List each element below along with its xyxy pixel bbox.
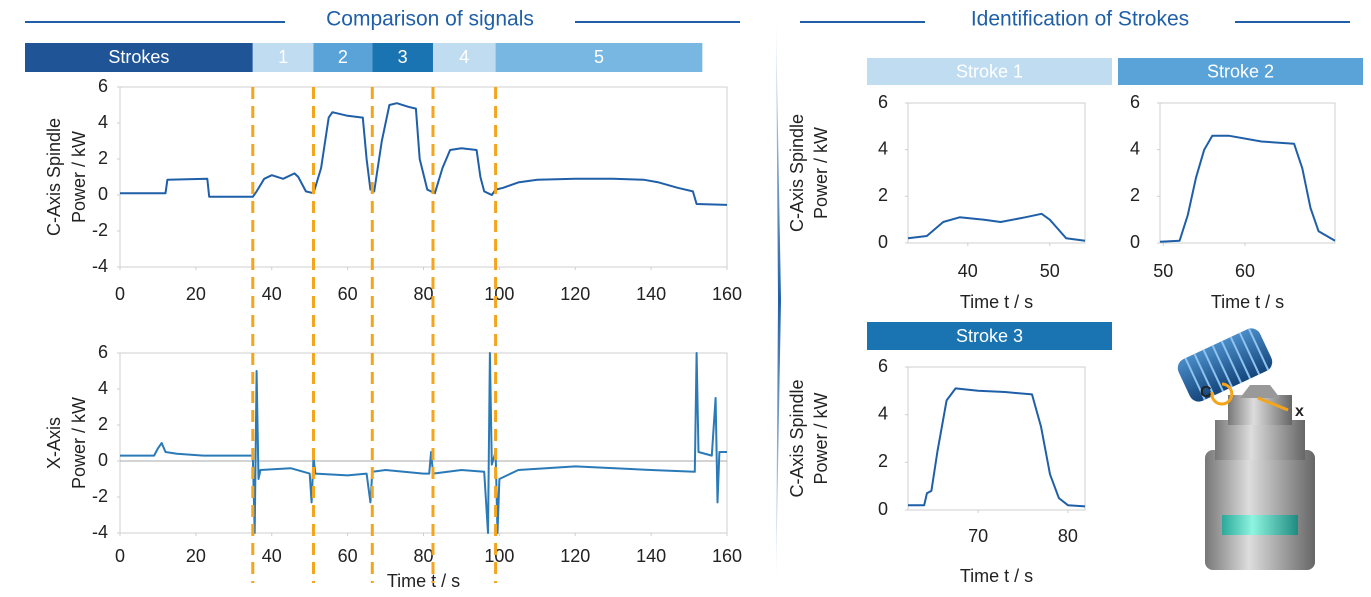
illustration-label: x xyxy=(1295,403,1304,420)
illustration-label: C xyxy=(1200,384,1212,401)
y-tick-label: 2 xyxy=(98,414,108,434)
x-axis-label: Time t / s xyxy=(387,571,460,591)
stroke-segment xyxy=(313,43,373,72)
heading: Identification of Strokes xyxy=(971,8,1189,31)
chart-title: Stroke 1 xyxy=(956,61,1023,81)
stroke-segment xyxy=(372,43,433,72)
x-tick-label: 70 xyxy=(968,526,988,546)
y-tick-label: 0 xyxy=(878,499,888,519)
y-tick-label: 4 xyxy=(878,138,888,158)
plot-frame xyxy=(907,102,1086,244)
stroke-segment-label: 1 xyxy=(278,47,288,67)
y-tick-label: 4 xyxy=(98,112,108,132)
separator xyxy=(776,20,781,580)
chart-title: Stroke 2 xyxy=(1207,61,1274,81)
y-tick-label: 6 xyxy=(878,92,888,112)
y-tick-label: 2 xyxy=(98,148,108,168)
y-tick-label: 4 xyxy=(878,403,888,423)
x-tick-label: 160 xyxy=(712,546,742,566)
x-tick-label: 20 xyxy=(186,546,206,566)
x-tick-label: 80 xyxy=(413,284,433,304)
x-tick-label: 160 xyxy=(712,284,742,304)
x-tick-label: 100 xyxy=(484,546,514,566)
x-tick-label: 40 xyxy=(958,261,978,281)
y-tick-label: 0 xyxy=(878,232,888,252)
x-tick-label: 60 xyxy=(338,284,358,304)
x-tick-label: 0 xyxy=(115,284,125,304)
y-axis-label: Power / kW xyxy=(811,392,831,484)
stroke-segment xyxy=(495,43,703,72)
signal-line xyxy=(1159,134,1336,243)
y-axis-label: X-Axis xyxy=(44,417,64,469)
x-tick-label: 40 xyxy=(262,284,282,304)
x-tick-label: 80 xyxy=(1058,526,1078,546)
y-tick-label: -2 xyxy=(92,486,108,506)
x-tick-label: 140 xyxy=(636,284,666,304)
stroke-segment-label: 4 xyxy=(459,47,469,67)
x-tick-label: 80 xyxy=(413,546,433,566)
stroke-bar-label-box xyxy=(25,43,253,72)
signal-line xyxy=(908,387,1086,508)
y-tick-label: -4 xyxy=(92,522,108,542)
y-tick-label: -4 xyxy=(92,256,108,276)
x-tick-label: 40 xyxy=(262,546,282,566)
stroke-segment-label: 3 xyxy=(398,47,408,67)
stroke-segment-label: 2 xyxy=(338,47,348,67)
x-tick-label: 60 xyxy=(1235,261,1255,281)
x-tick-label: 140 xyxy=(636,546,666,566)
x-tick-label: 120 xyxy=(560,546,590,566)
y-tick-label: -2 xyxy=(92,220,108,240)
y-tick-label: 6 xyxy=(1130,92,1140,112)
y-tick-label: 0 xyxy=(98,184,108,204)
title-banner xyxy=(1118,58,1363,85)
y-tick-label: 6 xyxy=(878,356,888,376)
stroke-segment xyxy=(252,43,314,72)
y-tick-label: 0 xyxy=(98,450,108,470)
heading: Comparison of signals xyxy=(326,8,534,31)
y-tick-label: 4 xyxy=(98,378,108,398)
y-axis-label: C-Axis Spindle xyxy=(787,114,807,232)
y-axis-label: Power / kW xyxy=(69,131,89,223)
x-tick-label: 100 xyxy=(484,284,514,304)
signal-line xyxy=(120,102,728,206)
y-axis-label: Power / kW xyxy=(811,127,831,219)
x-tick-label: 50 xyxy=(1040,261,1060,281)
title-banner xyxy=(867,58,1112,85)
signal-line xyxy=(120,352,727,534)
x-tick-label: 120 xyxy=(560,284,590,304)
y-tick-label: 2 xyxy=(878,185,888,205)
x-tick-label: 50 xyxy=(1153,261,1173,281)
y-axis-label: C-Axis Spindle xyxy=(787,379,807,497)
x-axis-label: Time t / s xyxy=(1211,292,1284,312)
y-tick-label: 2 xyxy=(878,451,888,471)
y-axis-label: Power / kW xyxy=(69,397,89,489)
x-axis-label: Time t / s xyxy=(960,292,1033,312)
y-tick-label: 6 xyxy=(98,342,108,362)
stroke-bar-label: Strokes xyxy=(108,47,169,67)
machine-illustration: C x xyxy=(1177,328,1315,570)
x-tick-label: 20 xyxy=(186,284,206,304)
y-tick-label: 0 xyxy=(1130,232,1140,252)
title-banner xyxy=(867,322,1112,350)
stroke-segment xyxy=(432,43,496,72)
signal-line xyxy=(907,212,1086,242)
plot-frame xyxy=(1159,102,1336,244)
plot-frame xyxy=(907,366,1086,511)
stroke-segment-label: 5 xyxy=(594,47,604,67)
y-tick-label: 6 xyxy=(98,76,108,96)
x-tick-label: 0 xyxy=(115,546,125,566)
x-axis-label: Time t / s xyxy=(960,566,1033,586)
y-axis-label: C-Axis Spindle xyxy=(44,118,64,236)
plot-frame xyxy=(119,352,728,534)
x-tick-label: 60 xyxy=(338,546,358,566)
y-tick-label: 2 xyxy=(1130,185,1140,205)
chart-title: Stroke 3 xyxy=(956,326,1023,346)
y-tick-label: 4 xyxy=(1130,138,1140,158)
